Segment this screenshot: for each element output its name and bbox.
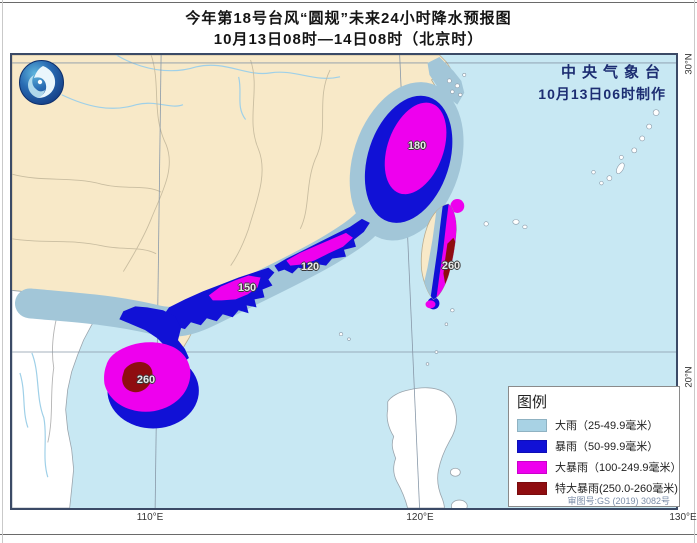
lon-label-120e: 120°E (406, 512, 434, 523)
agency-name: 中央气象台 (560, 64, 666, 81)
legend-label: 暴雨（50-99.9毫米） (555, 441, 659, 453)
rain-value-label: 180 (407, 140, 427, 152)
legend: 图例 大雨（25-49.9毫米） 暴雨（50-99.9毫米） 大暴雨（100-2… (508, 386, 682, 507)
legend-item: 大暴雨（100-249.9毫米） (517, 459, 682, 475)
issue-time: 10月13日06时制作 (538, 86, 666, 102)
legend-swatch-rainstorm (517, 439, 547, 453)
legend-item: 特大暴雨(250.0-260毫米) (517, 480, 678, 496)
page-title: 今年第18号台风“圆规”未来24小时降水预报图 (185, 10, 512, 27)
rain-value-label: 120 (300, 261, 320, 273)
graticule (12, 55, 676, 508)
agency-credit: 中央气象台 10月13日06时制作 (538, 61, 666, 104)
lat-label-20n: 20°N (683, 366, 695, 388)
page-border-left (2, 0, 3, 543)
luzon-island (386, 387, 457, 508)
lon-label-130e: 130°E (669, 512, 697, 523)
legend-swatch-extreme-rainstorm (517, 481, 547, 495)
rain-area-extreme (122, 361, 153, 393)
legend-label: 大雨（25-49.9毫米） (555, 420, 659, 432)
foreign-land (12, 290, 468, 508)
legend-label: 大暴雨（100-249.9毫米） (555, 462, 682, 474)
forecast-map: 中央气象台 10月13日06时制作 180 120 150 260 260 图例… (10, 53, 682, 510)
rain-value-label: 260 (441, 260, 461, 272)
map-canvas (12, 55, 676, 508)
rain-value-label: 150 (237, 282, 257, 294)
page-divider-top (0, 2, 697, 3)
page-border-right (694, 0, 695, 543)
legend-title: 图例 (517, 394, 548, 411)
admin-borders (12, 55, 331, 443)
rain-value-label: 260 (136, 374, 156, 386)
legend-swatch-heavy-rain (517, 418, 547, 432)
page-divider-bottom (0, 534, 697, 535)
legend-item: 暴雨（50-99.9毫米） (517, 438, 675, 454)
legend-swatch-severe-rainstorm (517, 460, 547, 474)
page-subtitle: 10月13日08时—14日08时（北京时） (213, 31, 484, 48)
cma-logo-icon (19, 60, 64, 105)
approval-number: 审图号:GS (2019) 3082号 (567, 496, 670, 506)
legend-item: 大雨（25-49.9毫米） (517, 417, 675, 433)
legend-label: 特大暴雨(250.0-260毫米) (555, 483, 678, 495)
lon-label-110e: 110°E (136, 512, 164, 523)
lat-label-30n: 30°N (683, 53, 695, 75)
